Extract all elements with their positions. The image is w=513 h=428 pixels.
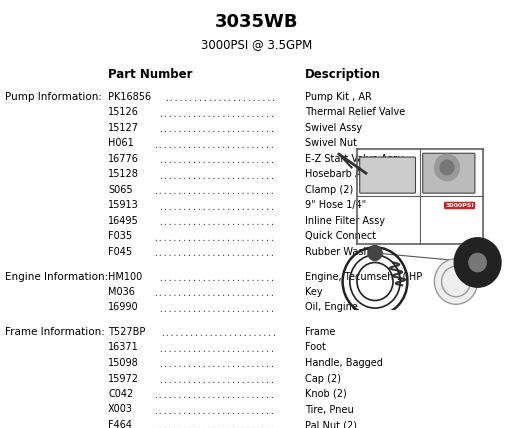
Text: .........................: ......................... — [153, 187, 275, 196]
Text: .........................: ......................... — [153, 289, 275, 298]
Text: M036: M036 — [108, 287, 135, 297]
Text: C042: C042 — [108, 389, 133, 399]
Text: X003: X003 — [108, 404, 133, 414]
Text: Engine Information:: Engine Information: — [5, 271, 108, 282]
Text: Pump Information:: Pump Information: — [5, 92, 102, 102]
FancyBboxPatch shape — [360, 157, 416, 193]
Text: Swivel Assy: Swivel Assy — [305, 123, 362, 133]
Text: PK16856: PK16856 — [108, 92, 151, 102]
Text: Description: Description — [305, 68, 381, 81]
Text: .........................: ......................... — [153, 422, 275, 428]
Text: 16990: 16990 — [108, 303, 139, 312]
FancyBboxPatch shape — [423, 153, 475, 193]
Text: Key: Key — [305, 287, 323, 297]
Circle shape — [368, 245, 382, 261]
Text: ........................: ........................ — [157, 360, 274, 369]
Text: F035: F035 — [108, 232, 132, 241]
Text: ........................: ........................ — [157, 156, 274, 165]
Text: H061: H061 — [108, 139, 134, 149]
Text: Pump Kit , AR: Pump Kit , AR — [305, 92, 372, 102]
Circle shape — [440, 160, 454, 175]
Text: F464: F464 — [108, 420, 132, 428]
Text: .........................: ......................... — [153, 249, 275, 258]
Circle shape — [435, 154, 460, 181]
Text: 15127: 15127 — [108, 123, 139, 133]
Text: 3000PSI @ 3.5GPM: 3000PSI @ 3.5GPM — [201, 38, 312, 51]
Text: Thermal Relief Valve: Thermal Relief Valve — [305, 107, 405, 118]
Text: .........................: ......................... — [153, 391, 275, 400]
Text: Clamp (2): Clamp (2) — [305, 185, 353, 195]
Text: Knob (2): Knob (2) — [305, 389, 347, 399]
Text: .........................: ......................... — [153, 407, 275, 416]
Text: ........................: ........................ — [157, 110, 274, 119]
Text: ........................: ........................ — [157, 273, 274, 282]
Text: Engine, Tecumseh 10HP: Engine, Tecumseh 10HP — [305, 271, 422, 282]
Text: 9" Hose 1/4": 9" Hose 1/4" — [305, 200, 366, 211]
Text: 3035WB: 3035WB — [215, 13, 298, 31]
Text: 15972: 15972 — [108, 374, 139, 383]
Text: 15913: 15913 — [108, 200, 139, 211]
Text: Tire, Pneu: Tire, Pneu — [305, 404, 354, 414]
Text: Inline Filter Assy: Inline Filter Assy — [305, 216, 385, 226]
Text: ........................: ........................ — [160, 329, 277, 338]
Text: ........................: ........................ — [157, 304, 274, 313]
Text: F045: F045 — [108, 247, 132, 257]
Text: ........................: ........................ — [157, 125, 274, 134]
Text: 15126: 15126 — [108, 107, 139, 118]
Text: ........................: ........................ — [157, 375, 274, 384]
Text: 16371: 16371 — [108, 342, 139, 353]
Text: Pal Nut (2): Pal Nut (2) — [305, 420, 357, 428]
Text: Oil, Engine: Oil, Engine — [305, 303, 358, 312]
Text: Cap (2): Cap (2) — [305, 374, 341, 383]
Circle shape — [435, 259, 478, 304]
Text: S065: S065 — [108, 185, 133, 195]
Text: Handle, Bagged: Handle, Bagged — [305, 358, 383, 368]
Text: Hosebarb Assy: Hosebarb Assy — [305, 169, 378, 179]
Text: ........................: ........................ — [157, 345, 274, 354]
Text: Foot: Foot — [305, 342, 326, 353]
Text: ........................: ........................ — [157, 202, 274, 211]
Text: Swivel Nut: Swivel Nut — [305, 139, 357, 149]
Text: HM100: HM100 — [108, 271, 142, 282]
Text: .........................: ......................... — [153, 234, 275, 243]
Circle shape — [468, 253, 487, 272]
Text: T527BP: T527BP — [108, 327, 145, 337]
Text: Frame: Frame — [305, 327, 336, 337]
Circle shape — [454, 238, 501, 287]
Text: 15128: 15128 — [108, 169, 139, 179]
Text: .......................: ....................... — [164, 94, 277, 103]
Text: Frame Information:: Frame Information: — [5, 327, 105, 337]
Text: Quick Connect: Quick Connect — [305, 232, 376, 241]
Text: 3000PSI: 3000PSI — [445, 203, 474, 208]
Text: ........................: ........................ — [157, 218, 274, 227]
Text: ........................: ........................ — [157, 172, 274, 181]
Text: 15098: 15098 — [108, 358, 139, 368]
Text: 16495: 16495 — [108, 216, 139, 226]
Text: E-Z Start Valve Assy: E-Z Start Valve Assy — [305, 154, 404, 164]
Text: Part Number: Part Number — [108, 68, 192, 81]
Text: .........................: ......................... — [153, 140, 275, 149]
Text: Rubber Washer: Rubber Washer — [305, 247, 380, 257]
Text: 16776: 16776 — [108, 154, 139, 164]
